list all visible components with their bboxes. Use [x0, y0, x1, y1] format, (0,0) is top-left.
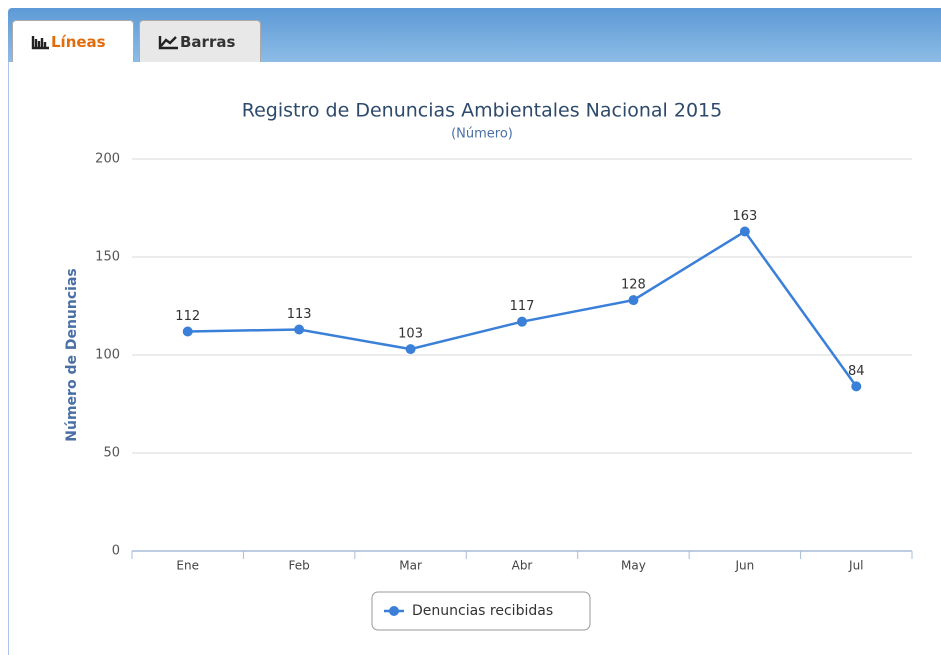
data-point: [517, 316, 527, 327]
tab[interactable]: Líneas: [12, 20, 134, 62]
x-tick-label: May: [621, 559, 646, 573]
x-tick-label: Ene: [176, 559, 199, 573]
data-label: 163: [732, 209, 757, 224]
data-point: [405, 344, 416, 355]
x-tick-label: Jul: [848, 559, 863, 573]
chart-subtitle: (Número): [451, 127, 513, 142]
legend-label: Denuncias recibidas: [412, 603, 553, 619]
y-tick-label: 50: [103, 446, 120, 461]
data-point: [294, 324, 305, 335]
tab-label: Líneas: [51, 32, 106, 51]
y-axis-label: Número de Denuncias: [64, 268, 80, 441]
tab-icon: [31, 35, 49, 49]
data-label: 112: [175, 309, 200, 324]
y-tick-label: 100: [95, 348, 120, 363]
tab[interactable]: Barras: [139, 20, 261, 62]
y-tick-label: 150: [95, 250, 120, 265]
tab-icon: [158, 35, 178, 49]
data-point: [739, 226, 750, 237]
data-label: 113: [287, 307, 312, 322]
data-label: 84: [848, 364, 865, 379]
tab-label: Barras: [180, 32, 236, 51]
tab-bar: Líneas Barras: [8, 8, 941, 62]
x-tick-label: Feb: [289, 559, 310, 573]
data-point: [628, 295, 639, 306]
chart-title: Registro de Denuncias Ambientales Nacion…: [242, 100, 722, 122]
data-label: 117: [510, 299, 535, 314]
data-point: [851, 381, 862, 392]
data-label: 128: [621, 278, 646, 293]
x-tick-label: Abr: [512, 559, 533, 573]
legend-box: [371, 591, 591, 631]
y-tick-label: 0: [112, 544, 120, 559]
chart: Registro de Denuncias Ambientales Nacion…: [64, 100, 913, 631]
x-tick-label: Jun: [734, 559, 754, 573]
x-tick-label: Mar: [399, 559, 422, 573]
panel-border: [8, 62, 9, 655]
legend-swatch: [389, 606, 399, 616]
data-label: 103: [398, 327, 423, 342]
data-point: [182, 326, 193, 337]
y-tick-label: 200: [95, 152, 120, 167]
